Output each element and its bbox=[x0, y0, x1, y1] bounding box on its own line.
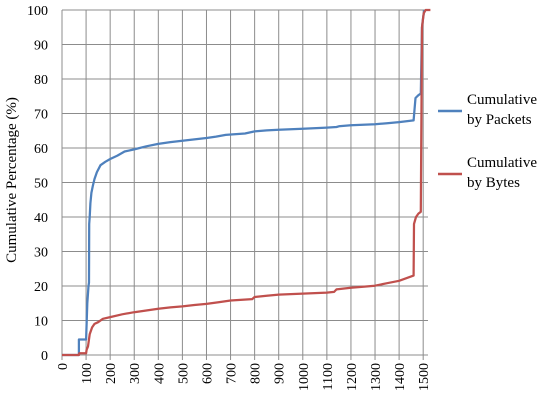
y-tick-label: 100 bbox=[27, 4, 48, 19]
y-tick-label: 30 bbox=[34, 246, 48, 261]
x-tick-label: 0 bbox=[56, 363, 71, 370]
y-tick-label: 50 bbox=[34, 177, 48, 192]
x-tick-label: 1100 bbox=[321, 363, 336, 390]
legend-label: by Packets bbox=[467, 112, 532, 128]
y-tick-label: 0 bbox=[41, 349, 48, 364]
series-lines bbox=[62, 8, 431, 357]
x-tick-label: 800 bbox=[249, 363, 264, 384]
y-tick-label: 90 bbox=[34, 39, 48, 54]
x-tick-label: 400 bbox=[152, 363, 167, 384]
y-axis-label: Cumulative Percentage (%) bbox=[4, 97, 20, 263]
legend-label: Cumulative bbox=[467, 155, 537, 171]
y-tick-label: 10 bbox=[34, 315, 48, 330]
y-tick-label: 40 bbox=[34, 211, 48, 226]
legend: Cumulative by Packets Cumulative by Bytes bbox=[438, 92, 537, 191]
series-line-bytes bbox=[62, 8, 431, 357]
axes bbox=[61, 10, 428, 360]
x-tick-label: 600 bbox=[200, 363, 215, 384]
y-tick-label: 70 bbox=[34, 108, 48, 123]
x-tick-label: 1000 bbox=[297, 363, 312, 391]
y-tick-labels: 0 10 20 30 40 50 60 70 80 90 100 bbox=[27, 4, 48, 364]
series-line-packets bbox=[62, 9, 426, 357]
x-tick-label: 1400 bbox=[393, 363, 408, 391]
legend-label: by Bytes bbox=[467, 175, 520, 191]
x-tick-label: 100 bbox=[80, 363, 95, 384]
x-tick-label: 1500 bbox=[417, 363, 432, 391]
x-tick-label: 500 bbox=[176, 363, 191, 384]
x-tick-label: 900 bbox=[273, 363, 288, 384]
x-tick-label: 1300 bbox=[369, 363, 384, 391]
x-tick-label: 1200 bbox=[345, 363, 360, 391]
x-tick-label: 300 bbox=[128, 363, 143, 384]
x-tick-label: 200 bbox=[104, 363, 119, 384]
y-tick-label: 20 bbox=[34, 280, 48, 295]
x-tick-labels: 0 100 200 300 400 500 600 700 800 900 1000 1100 1200… bbox=[56, 363, 432, 391]
grid bbox=[61, 9, 428, 356]
y-tick-label: 80 bbox=[34, 73, 48, 88]
legend-label: Cumulative bbox=[467, 92, 537, 108]
x-tick-label: 700 bbox=[225, 363, 240, 384]
y-tick-label: 60 bbox=[34, 142, 48, 157]
